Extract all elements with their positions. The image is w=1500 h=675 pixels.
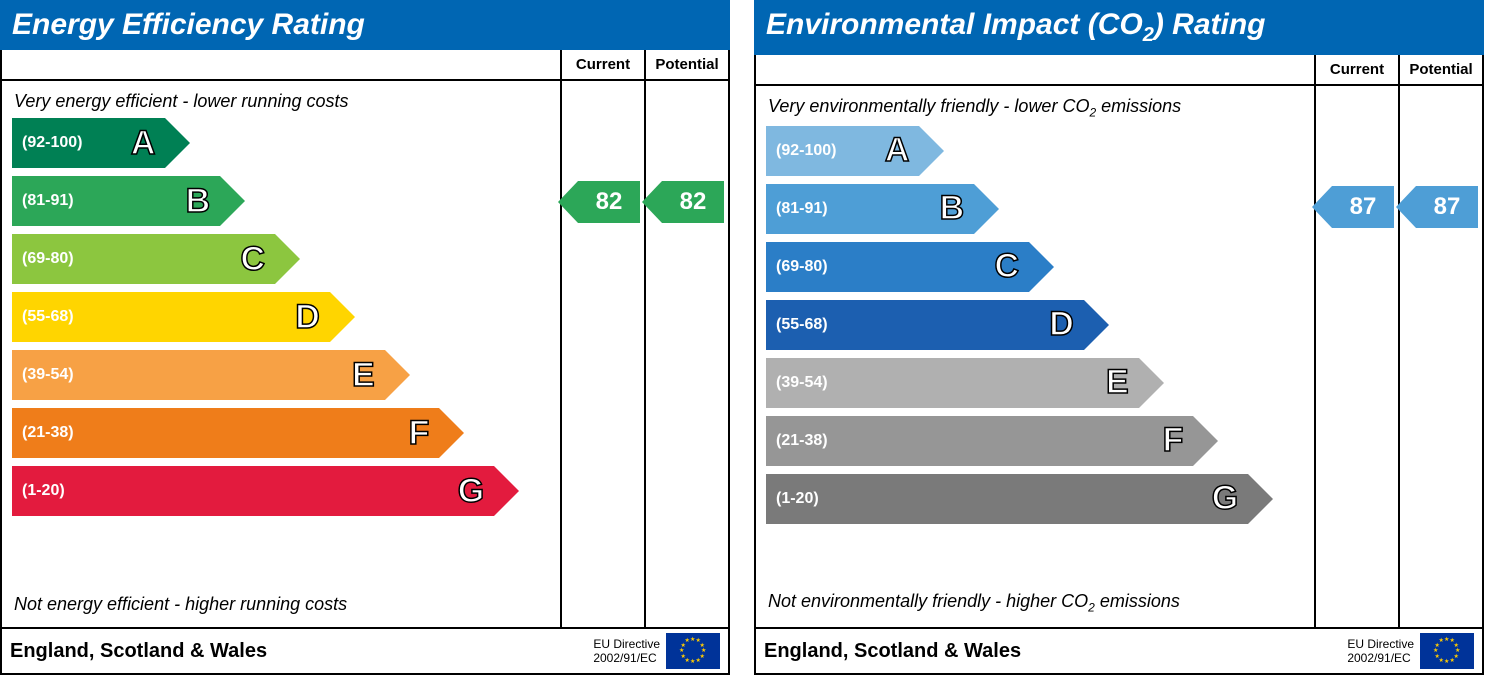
energy-efficiency-panel: Energy Efficiency RatingCurrentPotential… bbox=[0, 0, 730, 675]
band-letter: E bbox=[1106, 363, 1129, 402]
band-range: (1-20) bbox=[22, 482, 65, 500]
band-letter: G bbox=[458, 472, 484, 511]
band-range: (81-91) bbox=[776, 200, 828, 218]
band-range: (39-54) bbox=[22, 366, 74, 384]
panel-title: Environmental Impact (CO2) Rating bbox=[754, 0, 1484, 55]
band-range: (21-38) bbox=[776, 432, 828, 450]
band-range: (92-100) bbox=[22, 134, 82, 152]
band-letter: D bbox=[1049, 305, 1074, 344]
rating-band-g: (1-20) G bbox=[12, 466, 494, 516]
band-range: (39-54) bbox=[776, 374, 828, 392]
band-letter: A bbox=[885, 131, 910, 170]
rating-band-b: (81-91) B bbox=[12, 176, 220, 226]
band-letter: G bbox=[1212, 479, 1238, 518]
rating-pointer-current: 82 bbox=[578, 181, 640, 223]
footer-country: England, Scotland & Wales bbox=[764, 640, 1347, 663]
rating-pointer-potential: 87 bbox=[1416, 186, 1478, 228]
rating-band-c: (69-80) C bbox=[12, 234, 275, 284]
rating-band-a: (92-100) A bbox=[766, 126, 919, 176]
bottom-caption: Not environmentally friendly - higher CO… bbox=[756, 589, 1314, 621]
band-letter: A bbox=[131, 124, 156, 163]
current-header: Current bbox=[1314, 55, 1398, 84]
rating-band-b: (81-91) B bbox=[766, 184, 974, 234]
band-letter: B bbox=[186, 182, 211, 221]
rating-pointer-current: 87 bbox=[1332, 186, 1394, 228]
band-letter: B bbox=[940, 189, 965, 228]
band-range: (69-80) bbox=[776, 258, 828, 276]
band-range: (1-20) bbox=[776, 490, 819, 508]
potential-header: Potential bbox=[1398, 55, 1482, 84]
band-range: (55-68) bbox=[776, 316, 828, 334]
rating-band-g: (1-20) G bbox=[766, 474, 1248, 524]
rating-band-a: (92-100) A bbox=[12, 118, 165, 168]
top-caption: Very environmentally friendly - lower CO… bbox=[756, 94, 1314, 126]
current-header: Current bbox=[560, 50, 644, 79]
rating-band-f: (21-38) F bbox=[12, 408, 439, 458]
band-letter: C bbox=[994, 247, 1019, 286]
rating-band-e: (39-54) E bbox=[12, 350, 385, 400]
band-letter: E bbox=[352, 356, 375, 395]
band-letter: D bbox=[295, 298, 320, 337]
band-letter: C bbox=[240, 240, 265, 279]
band-range: (69-80) bbox=[22, 250, 74, 268]
band-range: (81-91) bbox=[22, 192, 74, 210]
eu-flag: ★★★★★★★★★★★★ bbox=[1420, 633, 1474, 669]
bottom-caption: Not energy efficient - higher running co… bbox=[2, 592, 560, 621]
rating-band-c: (69-80) C bbox=[766, 242, 1029, 292]
panel-title: Energy Efficiency Rating bbox=[0, 0, 730, 50]
footer-directive: EU Directive2002/91/EC bbox=[593, 637, 660, 666]
rating-band-d: (55-68) D bbox=[12, 292, 330, 342]
band-letter: F bbox=[1163, 421, 1184, 460]
rating-band-d: (55-68) D bbox=[766, 300, 1084, 350]
band-range: (55-68) bbox=[22, 308, 74, 326]
environmental-impact-panel: Environmental Impact (CO2) RatingCurrent… bbox=[754, 0, 1484, 675]
band-range: (92-100) bbox=[776, 142, 836, 160]
rating-band-f: (21-38) F bbox=[766, 416, 1193, 466]
footer-directive: EU Directive2002/91/EC bbox=[1347, 637, 1414, 666]
rating-band-e: (39-54) E bbox=[766, 358, 1139, 408]
band-range: (21-38) bbox=[22, 424, 74, 442]
potential-header: Potential bbox=[644, 50, 728, 79]
eu-flag: ★★★★★★★★★★★★ bbox=[666, 633, 720, 669]
footer-country: England, Scotland & Wales bbox=[10, 640, 593, 663]
band-letter: F bbox=[409, 414, 430, 453]
rating-pointer-potential: 82 bbox=[662, 181, 724, 223]
top-caption: Very energy efficient - lower running co… bbox=[2, 89, 560, 118]
